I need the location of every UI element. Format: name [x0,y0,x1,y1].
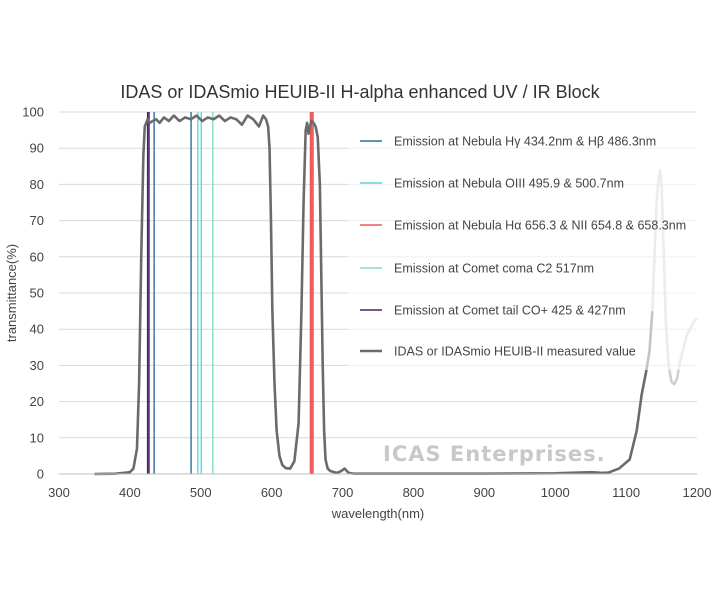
y-axis-label: transmittance(%) [4,244,19,342]
legend: Emission at Nebula Hγ 434.2nm & Hβ 486.3… [360,135,686,359]
legend-entry: Emission at Nebula Hα 656.3 & NII 654.8 … [394,219,686,233]
y-tick-label: 20 [30,394,44,409]
y-tick-label: 40 [30,322,44,337]
y-tick-label: 80 [30,177,44,192]
emission-lines [146,112,314,474]
y-tick-label: 100 [22,105,44,120]
x-tick-label: 500 [190,485,212,500]
x-tick-label: 800 [403,485,425,500]
y-tick-label: 50 [30,286,44,301]
legend-entry: Emission at Nebula Hγ 434.2nm & Hβ 486.3… [394,135,656,149]
y-tick-label: 90 [30,141,44,156]
x-tick-label: 1100 [612,485,640,500]
watermark-text: ICAS Enterprises. [383,442,606,466]
x-axis-label: wavelength(nm) [331,506,425,521]
chart-title: IDAS or IDASmio HEUIB-II H-alpha enhance… [120,82,600,102]
legend-entry: Emission at Comet tail CO+ 425 & 427nm [394,304,626,318]
y-tick-label: 70 [30,213,44,228]
y-tick-label: 10 [30,430,44,445]
x-tick-label: 700 [332,485,354,500]
legend-entry: IDAS or IDASmio HEUIB-II measured value [394,345,636,359]
y-tick-label: 0 [37,467,44,482]
x-tick-label: 1000 [541,485,570,500]
x-tick-label: 300 [48,485,70,500]
x-tick-label: 900 [473,485,495,500]
x-tick-label: 1200 [683,485,712,500]
legend-background [348,122,700,370]
y-tick-label: 60 [30,249,44,264]
legend-entry: Emission at Comet coma C2 517nm [394,262,594,276]
x-tick-label: 600 [261,485,283,500]
y-tick-label: 30 [30,358,44,373]
x-tick-label: 400 [119,485,141,500]
axes: 0 10 20 30 40 50 60 70 80 90 100 300 400 500 600 700 800… [22,105,711,501]
legend-entry: Emission at Nebula OIII 495.9 & 500.7nm [394,177,624,191]
